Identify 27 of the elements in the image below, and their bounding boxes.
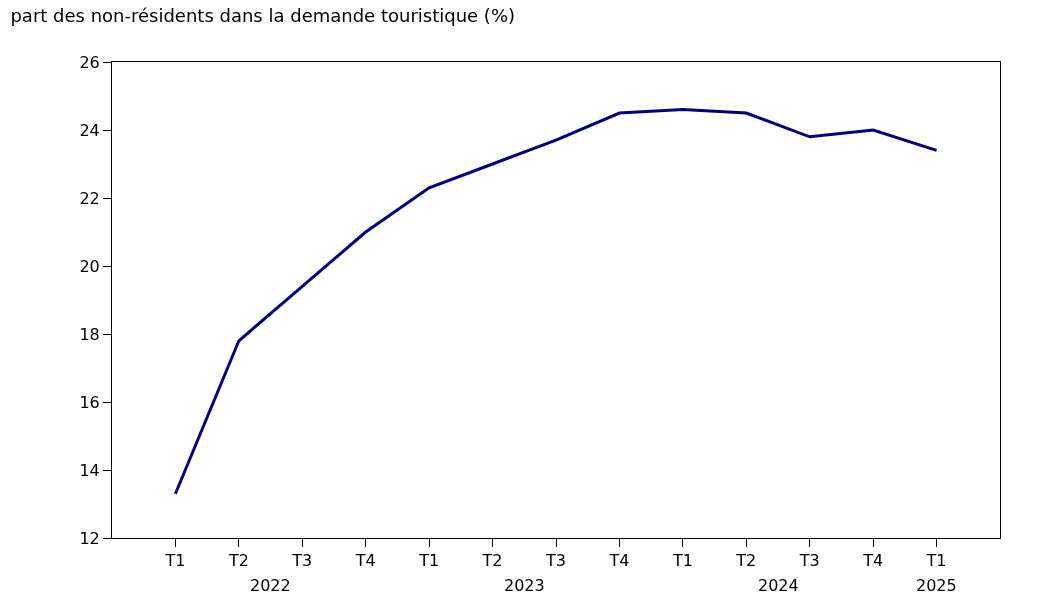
text: 2023 [504,576,545,595]
y-tick-label: 18 [79,324,100,344]
y-tick-label: 20 [79,256,100,276]
text: 2022 [250,576,291,595]
x-tick-label: T4 [354,551,376,571]
chart-title: part des non-résidents dans la demande touristique (%) [10,4,516,26]
y-tick-label: 26 [79,52,100,72]
x-tick-label: T1 [671,551,693,571]
text: 2025 [916,576,957,595]
y-tick-label: 14 [79,460,100,480]
x-tick-label: T3 [798,551,820,571]
x-tick-label: T1 [164,551,186,571]
x-tick-label: T1 [925,551,947,571]
x-tick-label: T2 [735,551,757,571]
x-tick-label: T4 [608,551,630,571]
line-series [173,108,939,496]
x-tick-label: T3 [545,551,566,571]
x-tick-label: T4 [862,551,884,571]
x-tick-label: T2 [227,551,249,571]
x-tick-label: T1 [418,551,440,571]
y-tick-label: 12 [79,528,100,548]
x-tick-label: T3 [291,551,313,571]
y-tick-label: 22 [79,188,100,208]
text: 2024 [758,576,799,595]
x-tick-label: T2 [481,551,503,571]
y-tick-label: 24 [79,120,100,140]
y-tick-label: 16 [79,392,100,412]
